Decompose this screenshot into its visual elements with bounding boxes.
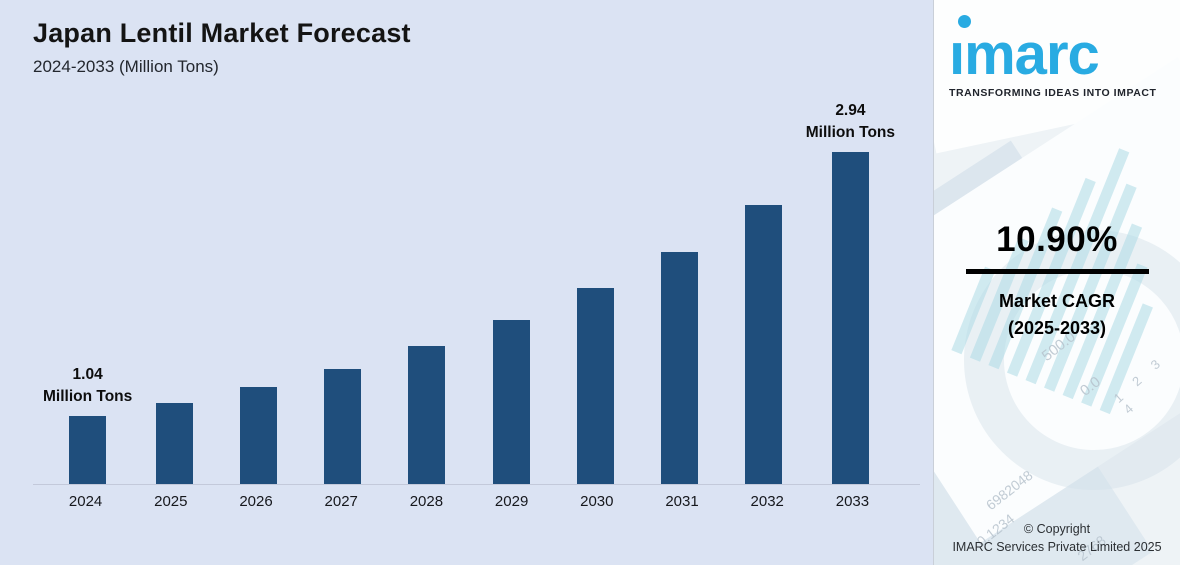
x-tick-2030: 2030 xyxy=(580,493,614,510)
x-tick-2025: 2025 xyxy=(154,493,188,510)
bar-2024 xyxy=(69,415,107,484)
x-axis-line xyxy=(33,484,920,485)
bar-2032 xyxy=(745,204,783,484)
copyright-line1: © Copyright xyxy=(1023,521,1091,536)
bar-value-label: 2.94 Million Tons xyxy=(805,101,896,142)
decor-number: 6982048 xyxy=(982,466,1036,514)
copyright-line2: IMARC Services Private Limited 2025 xyxy=(952,539,1162,554)
bar-cell xyxy=(722,95,806,484)
bar-cell xyxy=(301,95,385,484)
x-tick-2027: 2027 xyxy=(324,493,358,510)
bar-2033 xyxy=(831,151,869,484)
bar-cell xyxy=(637,95,721,484)
bar-2030 xyxy=(576,288,614,484)
x-tick-2033: 2033 xyxy=(835,493,870,510)
chart-section: Japan Lentil Market Forecast 2024-2033 (… xyxy=(33,18,920,510)
bar-cell xyxy=(553,95,637,484)
bar-2026 xyxy=(240,386,278,484)
cagr-label-line1: Market CAGR xyxy=(998,291,1116,311)
logo-dot-icon xyxy=(958,15,971,28)
decor-number: 0.0 xyxy=(1076,373,1104,400)
x-tick-2028: 2028 xyxy=(409,493,444,510)
bar-cell xyxy=(132,95,216,484)
bar-2031 xyxy=(660,251,698,484)
plot-area: 1.04 Million Tons 2.94 Million Tons xyxy=(43,95,895,484)
bar-value-label: 1.04 Million Tons xyxy=(43,365,133,406)
x-tick-2031: 2031 xyxy=(665,493,699,510)
chart-header: Japan Lentil Market Forecast 2024-2033 (… xyxy=(33,18,411,77)
bar-2028 xyxy=(408,346,446,484)
bar-2025 xyxy=(155,403,193,484)
cagr-block: 10.90% Market CAGR (2025-2033) xyxy=(934,220,1180,342)
bar-cell xyxy=(385,95,469,484)
x-tick-2026: 2026 xyxy=(239,493,273,510)
cagr-value: 10.90% xyxy=(996,220,1118,259)
bar-cell xyxy=(469,95,553,484)
bar-cell: 1.04 Million Tons xyxy=(43,95,132,484)
logo-wordmark: ımarc xyxy=(949,22,1100,87)
bar-2029 xyxy=(492,320,530,484)
cagr-label-line2: (2025-2033) xyxy=(1007,318,1107,338)
cagr-underline xyxy=(965,269,1149,274)
brand-panel: 500.0 0.0 1 2 3 4 6982048 0.1234 2768 ımarc T… xyxy=(933,0,1180,565)
bar-2027 xyxy=(324,368,362,484)
chart-title: Japan Lentil Market Forecast xyxy=(33,18,411,48)
x-tick-2029: 2029 xyxy=(494,493,529,510)
logo-tagline: TRANSFORMING IDEAS INTO IMPACT xyxy=(949,87,1157,99)
chart-subtitle: 2024-2033 (Million Tons) xyxy=(33,57,219,76)
x-axis-labels: 2024 2025 2026 2027 2028 2029 2030 2031 2032 2033 xyxy=(43,493,895,510)
x-tick-2024: 2024 xyxy=(68,493,103,510)
x-tick-2032: 2032 xyxy=(750,493,784,510)
decor-number: 1 2 3 4 xyxy=(1110,351,1169,417)
imarc-logo: ımarc TRANSFORMING IDEAS INTO IMPACT xyxy=(949,12,1166,99)
bar-cell xyxy=(216,95,300,484)
bar-cell: 2.94 Million Tons xyxy=(806,95,895,484)
copyright: © Copyright IMARC Services Private Limit… xyxy=(934,520,1180,556)
